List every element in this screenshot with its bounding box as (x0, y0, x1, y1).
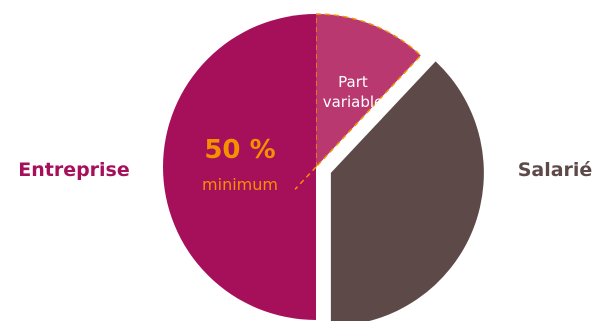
slice-label-part-variable-line-2: variable (323, 93, 384, 111)
pie-slices (163, 13, 484, 321)
side-label-entreprise: Entreprise (18, 159, 130, 181)
annotation-value: 50 % (204, 135, 275, 165)
pie-slice-salarie (330, 61, 484, 321)
annotation-subtext: minimum (202, 175, 278, 194)
slice-labels: Part variable (323, 73, 384, 111)
pie-slice-part-variable (316, 14, 421, 167)
pie-slice-entreprise (163, 14, 316, 320)
slice-label-part-variable-line-1: Part (338, 73, 368, 91)
pie-slice-dashed-outline (315, 13, 422, 169)
side-label-salarie: Salarié (518, 159, 593, 181)
